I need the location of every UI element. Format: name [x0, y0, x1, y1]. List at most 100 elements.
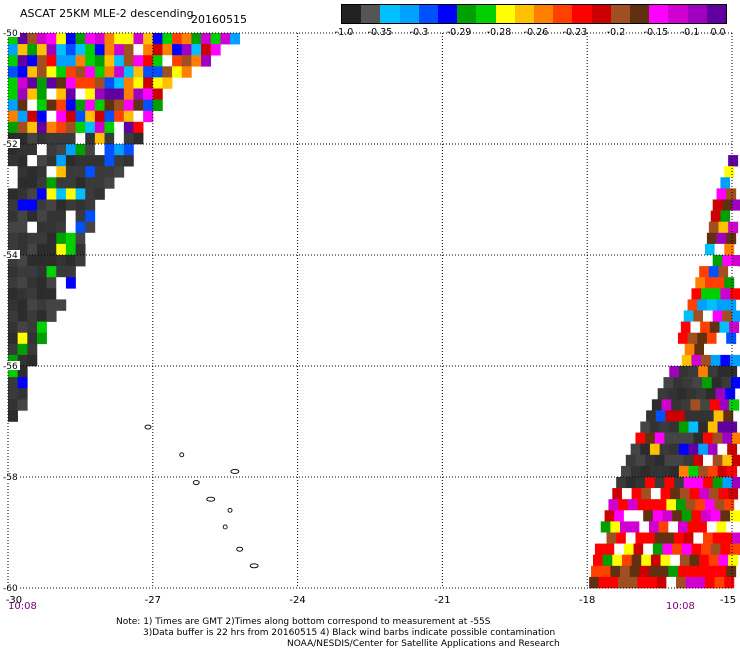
- data-cell: [65, 255, 76, 267]
- data-cell: [728, 554, 739, 567]
- data-cell: [640, 465, 651, 478]
- data-cell: [56, 88, 67, 100]
- data-cell: [666, 499, 677, 511]
- note-line-2: 3)Data buffer is 22 hrs from 20160515 4)…: [143, 628, 556, 638]
- data-cell: [719, 321, 730, 333]
- data-cell: [685, 499, 696, 511]
- data-cell: [17, 354, 28, 367]
- island-outline: [206, 496, 216, 502]
- data-cell: [731, 377, 740, 389]
- data-cell: [727, 443, 738, 456]
- data-cell: [56, 33, 67, 45]
- colorbar-segment: [610, 5, 631, 23]
- data-cell: [27, 232, 38, 245]
- data-cell: [8, 221, 18, 234]
- data-cell: [65, 44, 76, 56]
- data-cell: [726, 299, 737, 311]
- island-outline: [230, 469, 240, 474]
- data-cell: [594, 543, 605, 555]
- island-outline: [192, 480, 200, 485]
- data-cell: [726, 565, 737, 578]
- data-cell: [612, 488, 623, 500]
- data-cell: [666, 576, 677, 589]
- data-cell: [36, 288, 47, 300]
- data-cell: [75, 77, 86, 89]
- data-cell: [27, 88, 38, 100]
- data-cell: [654, 532, 665, 544]
- data-cell: [85, 232, 96, 245]
- data-cell: [104, 77, 115, 89]
- data-cell: [17, 343, 28, 356]
- data-cell: [600, 565, 611, 578]
- data-cell: [728, 266, 739, 278]
- data-cell: [698, 443, 709, 456]
- data-cell: [645, 454, 656, 467]
- island-outline: [222, 524, 228, 530]
- lon-label: -24: [289, 595, 306, 606]
- data-cell: [674, 477, 685, 489]
- colorbar-segment: [342, 5, 362, 23]
- data-cell: [65, 33, 76, 45]
- data-cell: [8, 388, 18, 400]
- data-cell: [85, 210, 96, 222]
- data-cell: [702, 377, 713, 389]
- data-cell: [104, 88, 115, 100]
- data-cell: [27, 66, 38, 78]
- data-cell: [722, 454, 733, 467]
- data-cell: [75, 210, 86, 222]
- data-cell: [648, 565, 659, 578]
- colorbar-segment: [495, 5, 515, 23]
- data-cell: [85, 55, 96, 67]
- data-cell: [707, 443, 718, 456]
- data-cell: [678, 465, 689, 478]
- data-cell: [27, 321, 38, 333]
- data-cell: [639, 521, 650, 533]
- data-cell: [635, 532, 646, 544]
- data-cell: [46, 66, 57, 78]
- data-cell: [56, 155, 67, 167]
- data-cell: [8, 210, 18, 222]
- data-cell: [672, 510, 683, 522]
- data-cell: [703, 432, 713, 444]
- data-cell: [36, 210, 47, 222]
- data-cell: [610, 565, 621, 578]
- data-cell: [36, 332, 47, 345]
- data-cell: [709, 399, 720, 411]
- data-cell: [694, 410, 705, 422]
- data-cell: [17, 277, 28, 289]
- data-cell: [46, 221, 57, 234]
- data-cell: [46, 132, 57, 145]
- data-cell: [143, 44, 154, 56]
- data-cell: [704, 410, 714, 422]
- colorbar-segment: [514, 5, 535, 23]
- data-cell: [143, 88, 154, 100]
- data-cell: [114, 144, 125, 156]
- data-cell: [104, 155, 115, 167]
- data-cell: [36, 77, 47, 89]
- colorbar-segment: [649, 5, 669, 23]
- data-cell: [690, 321, 701, 333]
- data-cell: [732, 310, 740, 322]
- data-cell: [685, 576, 696, 589]
- data-cell: [46, 255, 57, 267]
- data-cell: [703, 532, 713, 544]
- data-cell: [75, 232, 86, 245]
- data-cell: [210, 44, 221, 56]
- data-cell: [46, 277, 57, 289]
- data-cell: [716, 565, 727, 578]
- data-cell: [722, 432, 733, 444]
- data-cell: [46, 199, 57, 211]
- data-cell: [639, 565, 650, 578]
- data-cell: [133, 110, 144, 123]
- data-cell: [36, 232, 47, 245]
- data-cell: [133, 121, 144, 134]
- data-cell: [46, 210, 57, 222]
- data-cell: [17, 77, 28, 89]
- data-cell: [647, 576, 657, 589]
- data-cell: [8, 121, 18, 134]
- data-cell: [133, 99, 144, 111]
- data-cell: [723, 343, 734, 356]
- data-cell: [56, 243, 67, 256]
- data-cell: [8, 144, 18, 156]
- data-cell: [650, 488, 661, 500]
